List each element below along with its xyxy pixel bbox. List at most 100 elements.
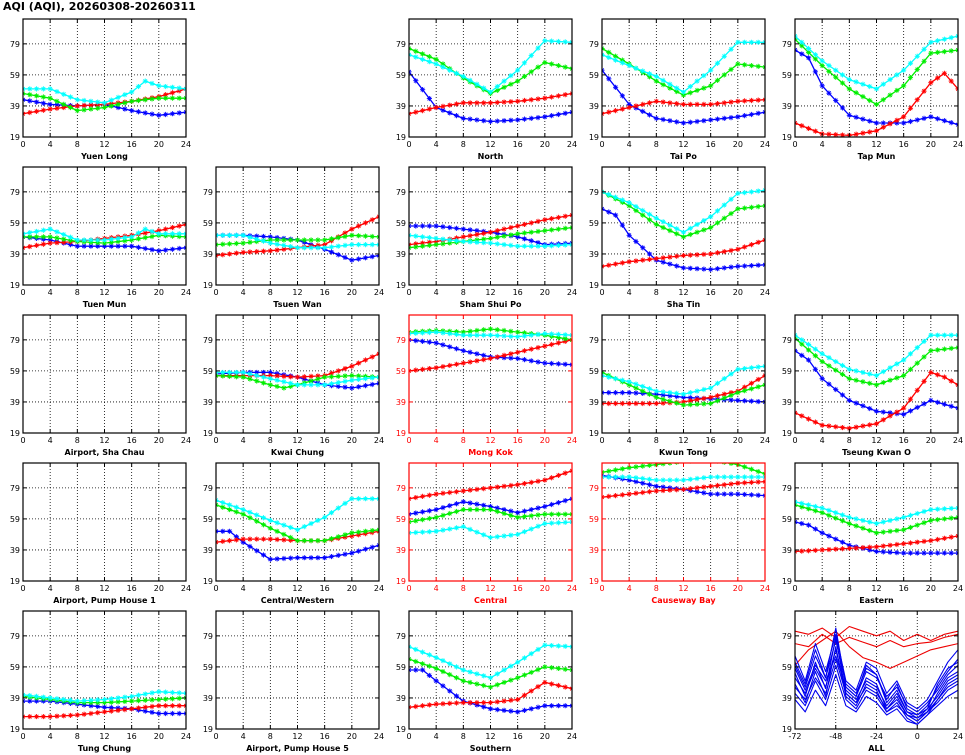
- data-point: [247, 249, 253, 255]
- y-tick-label: 79: [10, 188, 20, 197]
- data-point: [233, 537, 239, 543]
- data-point: [873, 408, 880, 414]
- data-point: [426, 106, 432, 112]
- data-point: [667, 393, 673, 399]
- data-point: [867, 83, 873, 90]
- y-tick-label: 59: [396, 515, 406, 524]
- plot-frame: [601, 314, 766, 434]
- x-tick-label: 24: [181, 584, 191, 593]
- data-point: [362, 496, 369, 502]
- data-point: [839, 539, 846, 545]
- data-point: [555, 93, 562, 99]
- x-tick-label: 20: [733, 436, 743, 445]
- data-point: [721, 202, 727, 208]
- data-point: [626, 203, 632, 209]
- data-point: [935, 347, 941, 353]
- data-point: [880, 529, 886, 535]
- data-point: [735, 366, 741, 372]
- data-point: [33, 693, 40, 699]
- data-point: [928, 397, 934, 403]
- data-point: [542, 38, 548, 44]
- data-point: [501, 327, 507, 334]
- data-point: [907, 60, 914, 66]
- data-point: [67, 237, 74, 243]
- data-point: [447, 240, 453, 246]
- data-point: [254, 536, 260, 542]
- data-point: [640, 383, 646, 390]
- data-point: [47, 695, 53, 701]
- data-point: [335, 243, 341, 249]
- data-point: [474, 81, 480, 87]
- data-point: [108, 103, 114, 109]
- panel-title: Central: [474, 596, 507, 605]
- data-point: [562, 338, 568, 344]
- data-point: [549, 703, 555, 709]
- data-point: [826, 423, 832, 429]
- data-point: [826, 355, 832, 361]
- data-point: [474, 117, 480, 123]
- data-point: [894, 72, 900, 78]
- data-point: [921, 378, 927, 384]
- series-line: [795, 658, 958, 722]
- x-tick-label: 12: [99, 288, 109, 297]
- y-tick-label: 19: [589, 133, 599, 142]
- data-point: [226, 251, 233, 257]
- data-point: [606, 76, 612, 82]
- data-point: [247, 376, 253, 382]
- data-point: [426, 702, 432, 708]
- data-point: [122, 235, 128, 241]
- data-point: [799, 548, 805, 554]
- y-tick-label: 19: [10, 281, 20, 290]
- data-point: [447, 67, 453, 73]
- data-point: [549, 216, 555, 222]
- data-point: [508, 99, 514, 105]
- data-point: [819, 530, 825, 536]
- data-point: [694, 87, 700, 94]
- data-point: [481, 332, 487, 338]
- x-tick-label: 20: [733, 288, 743, 297]
- data-point: [626, 382, 632, 388]
- data-point: [680, 89, 687, 95]
- data-point: [142, 110, 148, 116]
- data-point: [413, 518, 419, 524]
- data-point: [40, 241, 46, 247]
- y-tick-label: 59: [203, 663, 213, 672]
- data-point: [948, 505, 954, 512]
- data-point: [528, 115, 534, 121]
- x-tick-label: 0: [20, 288, 25, 297]
- data-point: [894, 361, 900, 367]
- data-point: [562, 242, 568, 248]
- x-tick-label: 8: [268, 288, 273, 297]
- data-point: [508, 232, 514, 238]
- data-point: [501, 667, 507, 673]
- data-point: [694, 78, 700, 84]
- y-tick-label: 39: [10, 546, 20, 555]
- x-tick-label: 0: [599, 584, 604, 593]
- data-point: [419, 366, 426, 372]
- data-point: [660, 81, 666, 88]
- data-point: [233, 504, 239, 510]
- data-point: [240, 240, 246, 246]
- data-point: [921, 520, 927, 526]
- data-point: [535, 243, 541, 249]
- data-point: [281, 385, 287, 391]
- data-point: [619, 400, 625, 407]
- data-point: [467, 526, 473, 532]
- data-point: [356, 256, 362, 262]
- data-point: [101, 696, 108, 703]
- data-point: [220, 232, 226, 238]
- x-tick-label: 4: [48, 140, 53, 149]
- data-point: [674, 226, 680, 232]
- panel-title: Tuen Mun: [83, 300, 127, 309]
- y-tick-label: 79: [782, 336, 792, 345]
- data-point: [515, 709, 521, 715]
- data-point: [521, 236, 528, 242]
- data-point: [853, 516, 859, 522]
- x-tick-label: 16: [513, 732, 523, 741]
- data-point: [708, 251, 714, 257]
- data-point: [728, 474, 734, 480]
- data-point: [867, 97, 873, 104]
- data-point: [528, 69, 534, 75]
